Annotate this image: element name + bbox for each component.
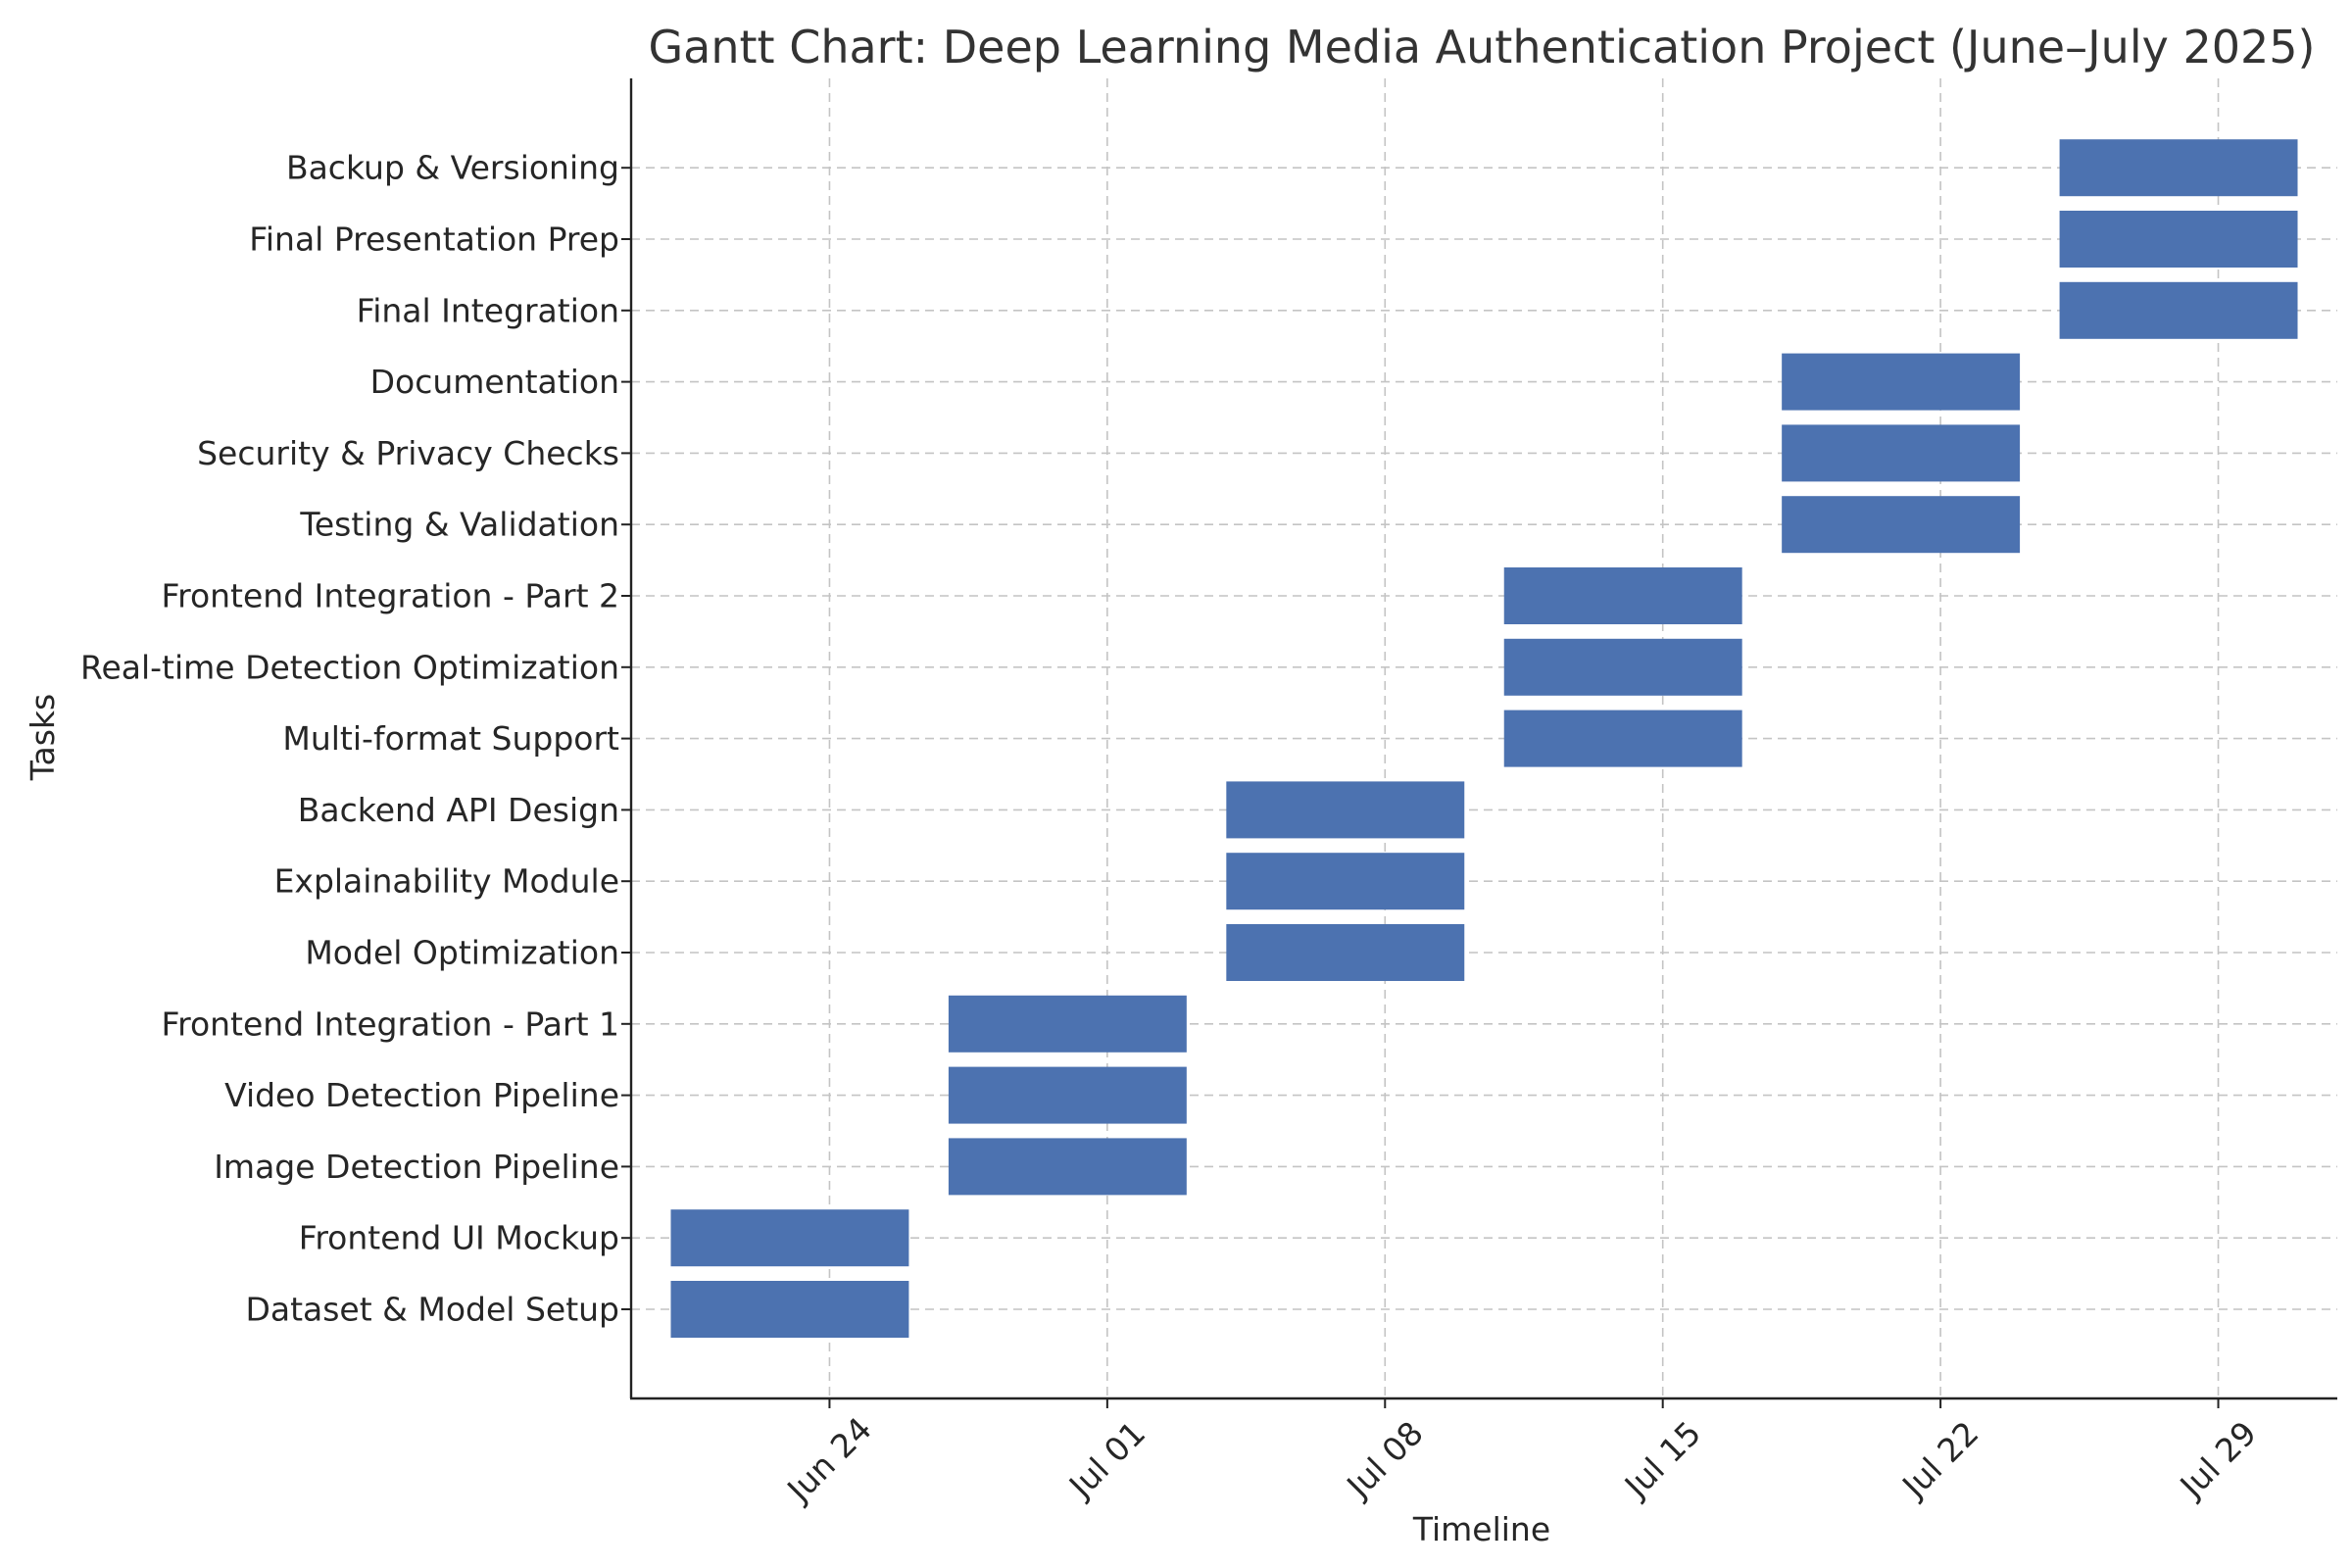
y-tick-label: Backup & Versioning [286, 149, 619, 187]
x-tick-label: Jun 24 [778, 1409, 879, 1510]
y-tick-label: Multi-format Support [282, 719, 619, 758]
x-tick-label: Jul 29 [2172, 1414, 2264, 1506]
task-bar [2059, 139, 2298, 197]
y-tick-label: Model Optimization [305, 934, 619, 972]
y-tick-label: Final Presentation Prep [249, 220, 619, 259]
task-bar [1503, 710, 1742, 767]
y-axis-label: Tasks [24, 694, 62, 781]
y-tick-label: Final Integration [357, 291, 619, 329]
y-tick-label: Testing & Validation [299, 506, 619, 544]
task-bar [670, 1209, 909, 1267]
task-bar [1782, 496, 2021, 554]
x-tick-layer: Jun 24 Jul 01 Jul 08 Jul 15 Jul 22 Jul 29 [778, 1398, 2264, 1510]
y-tick-label: Dataset & Model Setup [245, 1291, 619, 1329]
bar-layer [670, 139, 2298, 1338]
y-tick-label: Security & Privacy Checks [197, 434, 619, 472]
task-bar [1782, 353, 2021, 411]
x-tick-label: Jul 15 [1616, 1414, 1708, 1506]
task-bar [948, 1066, 1187, 1124]
task-bar [1226, 853, 1465, 910]
y-tick-label: Frontend UI Mockup [299, 1219, 619, 1257]
x-tick-label: Jul 22 [1893, 1414, 1985, 1506]
x-tick-label: Jul 08 [1338, 1414, 1430, 1506]
task-bar [2059, 281, 2298, 339]
y-tick-layer: Dataset & Model Setup Frontend UI Mockup I… [80, 149, 631, 1329]
task-bar [1782, 424, 2021, 482]
y-tick-label: Image Detection Pipeline [214, 1148, 619, 1186]
y-tick-label: Frontend Integration - Part 1 [162, 1004, 619, 1043]
y-tick-label: Documentation [370, 363, 619, 401]
task-bar [948, 1138, 1187, 1196]
y-tick-label: Frontend Integration - Part 2 [162, 577, 619, 615]
x-axis-label: Timeline [1412, 1510, 1550, 1548]
chart-title: Gantt Chart: Deep Learning Media Authent… [649, 21, 2316, 74]
task-bar [1503, 638, 1742, 696]
task-bar [2059, 211, 2298, 268]
task-bar [670, 1281, 909, 1338]
task-bar [1226, 781, 1465, 839]
x-tick-label: Jul 01 [1060, 1414, 1152, 1506]
grid-layer [631, 78, 2337, 1398]
y-tick-label: Real-time Detection Optimization [80, 648, 619, 686]
y-tick-label: Backend API Design [298, 791, 619, 829]
task-bar [1226, 924, 1465, 981]
task-bar [1503, 567, 1742, 624]
task-bar [948, 995, 1187, 1053]
y-tick-label: Explainability Module [274, 862, 619, 901]
y-tick-label: Video Detection Pipeline [224, 1076, 619, 1114]
